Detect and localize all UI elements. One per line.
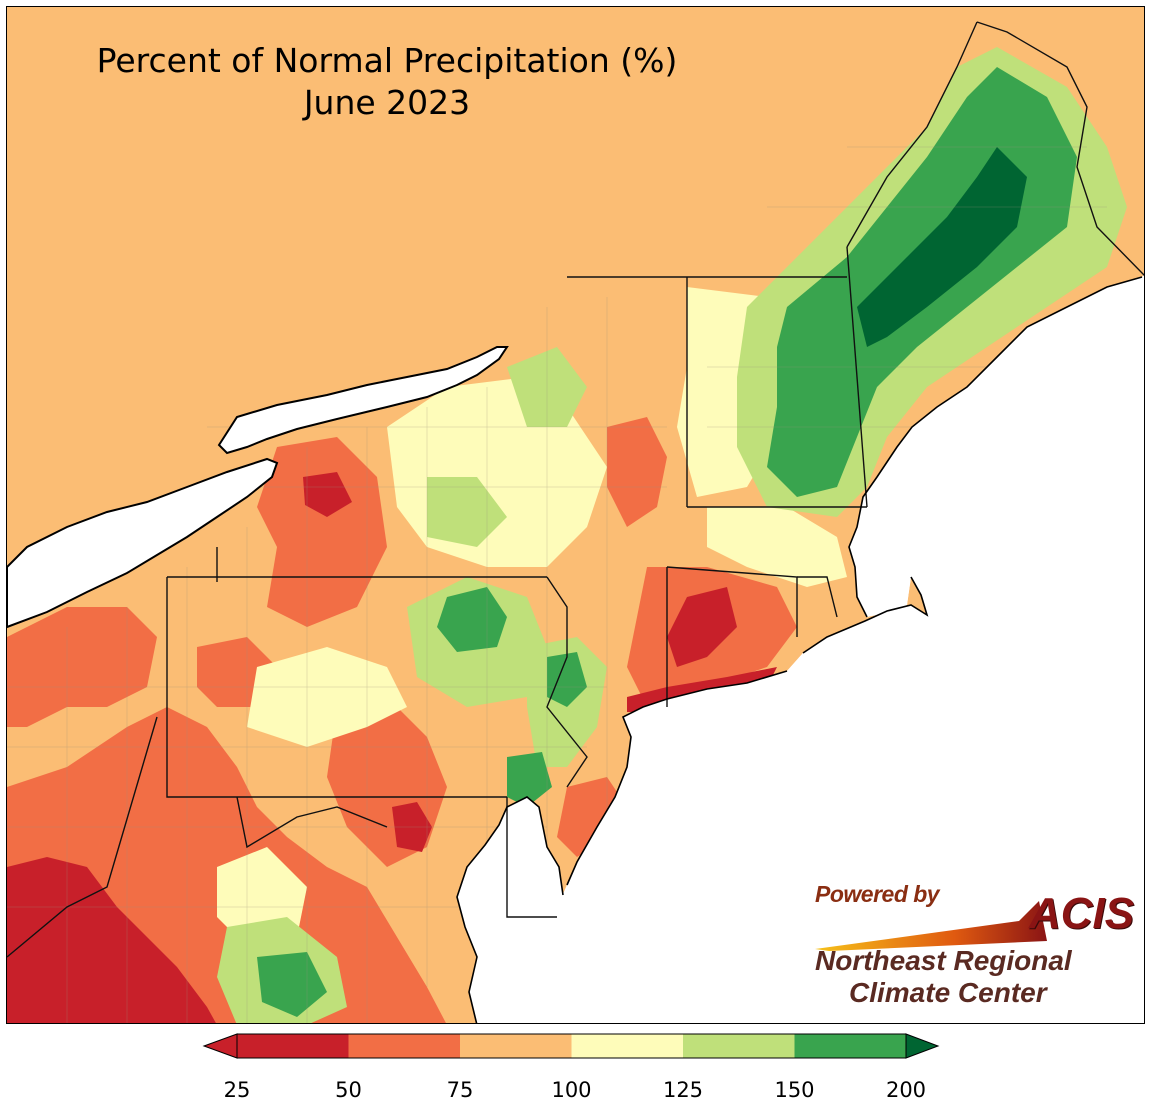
acis-logo: Powered by ACIS Northeast Regional Clima… <box>809 881 1134 1011</box>
zone-verydry-ct <box>667 587 737 667</box>
map-subtitle: June 2023 <box>303 83 471 122</box>
zone-verywet-nj <box>547 652 587 707</box>
zone-verydry-southwest <box>7 857 217 1023</box>
zone-dry-nypa <box>257 437 387 627</box>
logo-acis: ACIS <box>1029 889 1135 938</box>
colorbar-segment <box>571 1034 683 1058</box>
map-frame: Percent of Normal Precipitation (%) June… <box>6 6 1145 1024</box>
colorbar-tick-label: 25 <box>223 1078 251 1102</box>
colorbar-tick-label: 50 <box>335 1078 362 1102</box>
colorbar <box>202 1033 940 1059</box>
logo-org-line1: Northeast Regional <box>815 945 1072 976</box>
precipitation-map <box>7 7 1144 1023</box>
colorbar-segment <box>237 1034 349 1058</box>
colorbar-tick-label: 150 <box>774 1078 815 1102</box>
colorbar-tick-label: 100 <box>551 1078 592 1102</box>
zone-dry-nj-south <box>557 777 627 857</box>
acis-swoosh-icon <box>815 901 1047 951</box>
zone-normal-ma <box>707 507 847 587</box>
colorbar-tick-label: 200 <box>885 1078 927 1102</box>
zone-dry-ohio <box>7 607 157 727</box>
colorbar-under-arrow <box>202 1033 238 1059</box>
zone-verydry-wny <box>303 472 352 517</box>
ocean <box>457 275 1144 1023</box>
logo-powered-by: Powered by <box>815 881 940 907</box>
colorbar-tick-label: 75 <box>446 1078 474 1102</box>
map-title: Percent of Normal Precipitation (%) <box>96 41 678 80</box>
colorbar-segment <box>683 1034 795 1058</box>
colorbar-outline <box>236 1033 907 1059</box>
colorbar-segment <box>460 1034 572 1058</box>
zone-verywet-de <box>507 752 552 807</box>
colorbar-tick-label: 125 <box>662 1078 704 1102</box>
zone-dry-ny-east <box>607 417 667 527</box>
lake-erie <box>7 457 279 629</box>
lake-ontario <box>217 346 509 455</box>
zone-verywet-va <box>257 952 327 1017</box>
zone-extremewet-maine <box>857 147 1027 347</box>
zone-verywet-pa <box>437 587 507 652</box>
colorbar-segment <box>348 1034 460 1058</box>
colorbar-segment <box>794 1034 906 1058</box>
colorbar-over-arrow <box>905 1033 940 1059</box>
coastline <box>456 276 1143 1023</box>
logo-org-line2: Climate Center <box>849 977 1047 1008</box>
state-borders <box>7 21 1144 958</box>
